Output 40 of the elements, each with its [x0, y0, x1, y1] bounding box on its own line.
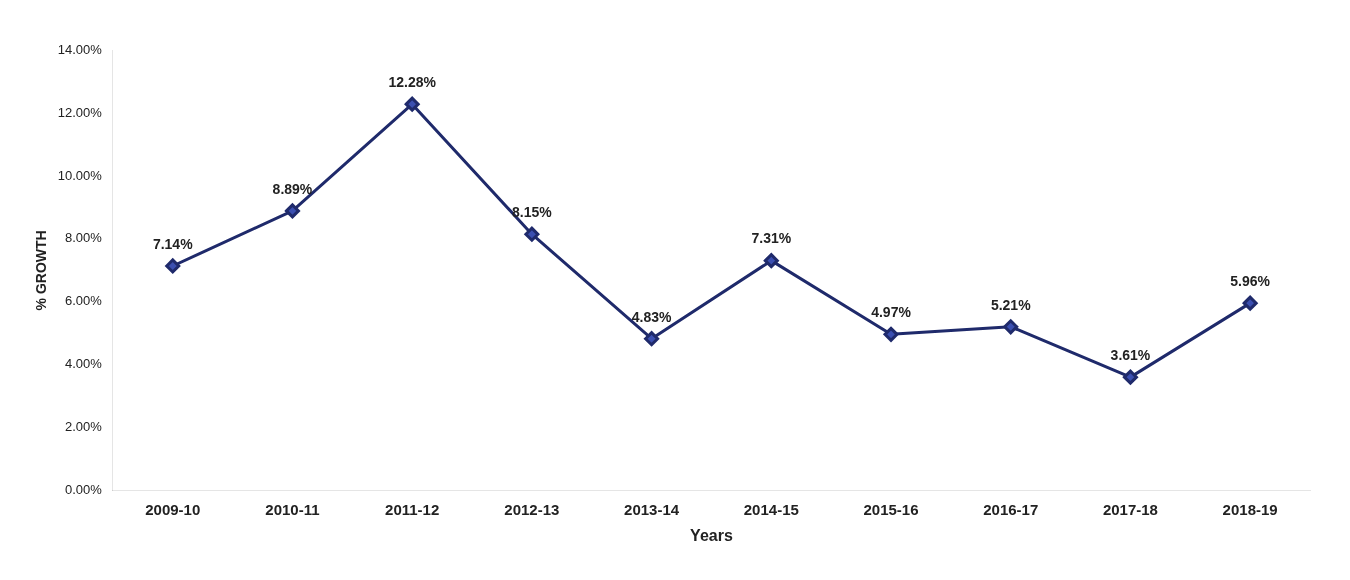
y-tick-label: 2.00%: [65, 419, 103, 435]
x-tick-label: 2018-19: [1222, 500, 1278, 518]
data-label: 4.83%: [631, 308, 672, 325]
y-tick-label: 0.00%: [65, 482, 103, 498]
data-label: 8.89%: [272, 180, 313, 197]
x-axis-title: Years: [690, 526, 733, 544]
y-tick-label: 8.00%: [65, 230, 103, 246]
point: [1242, 295, 1258, 311]
data-label: 5.21%: [990, 296, 1032, 313]
point: [1122, 369, 1138, 385]
data-label: 12.28%: [388, 74, 437, 91]
data-label: 4.97%: [871, 304, 912, 321]
data-label: 7.31%: [751, 230, 792, 247]
x-tick-label: 2014-15: [743, 500, 799, 518]
x-tick-label: 2013-14: [624, 500, 680, 518]
x-tick-label: 2012-13: [504, 500, 560, 518]
data-label: 5.96%: [1230, 273, 1271, 289]
point: [165, 258, 181, 274]
point: [644, 331, 660, 347]
data-label: 7.14%: [152, 235, 194, 252]
y-tick-label: 4.00%: [65, 356, 103, 372]
x-tick-label: 2016-17: [983, 500, 1039, 518]
x-tick-label: 2011-12: [385, 500, 440, 518]
x-tick-label: 2009-10: [145, 500, 201, 518]
point: [524, 226, 540, 242]
data-label: 8.15%: [512, 204, 553, 221]
point: [284, 203, 300, 219]
y-tick-label: 6.00%: [65, 293, 103, 309]
point: [404, 96, 420, 112]
x-tick-label: 2017-18: [1102, 500, 1158, 518]
y-tick-label: 12.00%: [57, 104, 103, 120]
data-label: 3.61%: [1110, 347, 1151, 363]
point: [1003, 319, 1019, 335]
point: [763, 253, 779, 269]
y-tick-label: 10.00%: [57, 167, 103, 183]
point: [883, 326, 899, 342]
y-tick-label: 14.00%: [57, 41, 103, 57]
y-axis-title: % GROWTH: [33, 230, 50, 311]
x-tick-label: 2010-11: [265, 500, 320, 518]
x-tick-label: 2015-16: [863, 500, 919, 518]
